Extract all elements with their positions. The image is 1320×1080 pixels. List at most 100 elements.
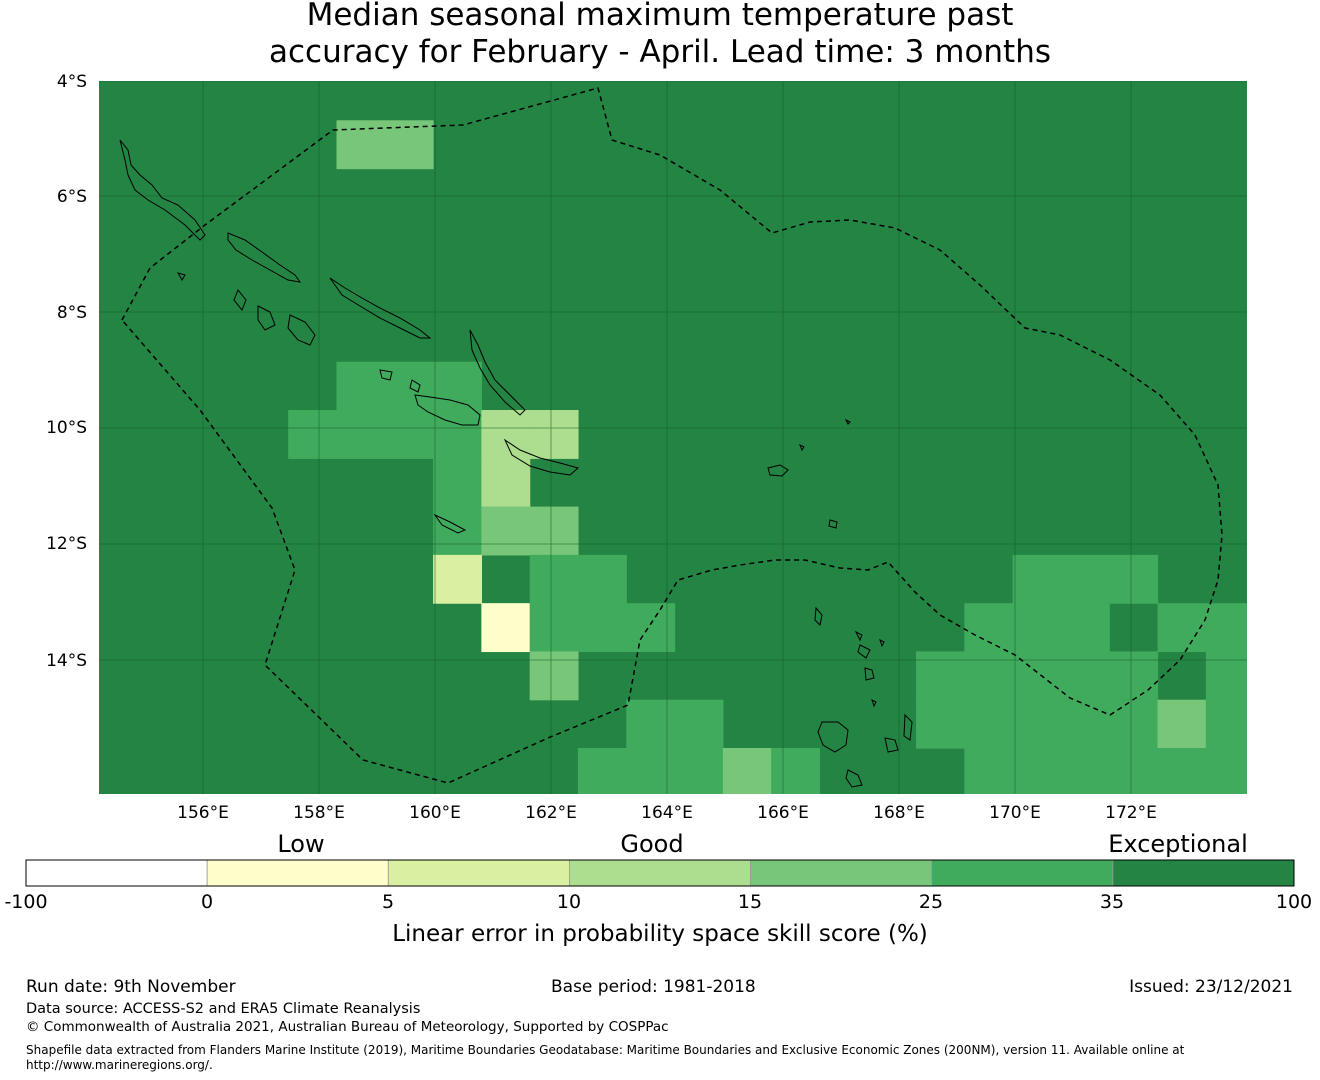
erromango-island (884, 737, 899, 753)
treasury-islands (233, 289, 247, 311)
grid-cell (964, 651, 1014, 701)
grid-cell (529, 410, 579, 459)
colorbar-frame (25, 859, 1295, 887)
colorbar-axis-label: Linear error in probability space skill … (392, 921, 928, 947)
grid-cell (1060, 651, 1110, 701)
grid-cell (1109, 699, 1159, 749)
shapefile-credit-line-1: Shapefile data extracted from Flanders M… (26, 1043, 1185, 1057)
colorbar-tick-label: 25 (919, 891, 943, 913)
grid-cell (626, 603, 676, 653)
ontong-java-atoll (799, 443, 805, 452)
grid-cell (433, 506, 482, 556)
map-title-line-1: Median seasonal maximum temperature past (306, 0, 1014, 33)
ambae-island (857, 644, 871, 659)
russell-islands (409, 379, 421, 393)
lon-tick-label: 168°E (873, 803, 925, 823)
gaua-island (854, 630, 863, 642)
grid-cell (1060, 748, 1110, 794)
grid-cell (626, 748, 676, 794)
map-title-line-2: accuracy for February - April. Lead time… (268, 34, 1052, 70)
colorbar-segment (569, 859, 751, 887)
grid-cell (481, 506, 531, 556)
map-figure: 4°S 6°S 8°S 10°S 12°S 14°S 156°E 158°E 1… (4, 72, 1312, 947)
grid-cell (1157, 603, 1207, 653)
lon-tick-label: 166°E (757, 803, 809, 823)
colorbar-segment (387, 859, 570, 887)
grid-cell (384, 120, 434, 170)
grid-cell (529, 554, 579, 604)
lon-tick-label: 156°E (177, 803, 229, 823)
espiritu-santo-island (817, 721, 849, 753)
lon-axis: 156°E 158°E 160°E 162°E 164°E 166°E 168°… (177, 803, 1157, 823)
grid-cell (916, 699, 965, 749)
santa-cruz-island (767, 464, 789, 477)
legend-label-low: Low (277, 830, 324, 858)
vanua-lava-island (814, 606, 823, 627)
grid-cell (1012, 603, 1062, 653)
grid-cell (577, 603, 627, 653)
lat-tick-label: 14°S (46, 651, 87, 671)
grid-cell (1157, 748, 1207, 794)
lat-tick-label: 4°S (57, 72, 87, 92)
grid-cell (1012, 748, 1062, 794)
colorbar-tick-label: -100 (4, 891, 47, 913)
graticule (99, 81, 1247, 794)
lon-tick-label: 158°E (293, 803, 345, 823)
grid-cell (433, 361, 482, 411)
grid-cell (481, 603, 531, 653)
grid-cell (336, 410, 386, 459)
lat-axis: 4°S 6°S 8°S 10°S 12°S 14°S (46, 72, 87, 671)
lon-tick-label: 162°E (525, 803, 577, 823)
colorbar-tick-label: 10 (557, 891, 581, 913)
lat-tick-label: 10°S (46, 418, 87, 438)
data-source: Data source: ACCESS-S2 and ERA5 Climate … (26, 1001, 421, 1017)
grid-cell (529, 651, 579, 701)
grid-cell (1157, 699, 1207, 749)
grid-cell (1061, 796, 1110, 845)
new-georgia-group (287, 314, 316, 346)
grid-cell (1109, 554, 1159, 604)
colorbar-tick-label: 35 (1100, 891, 1124, 913)
grid-cell (916, 651, 965, 701)
makira-island (503, 438, 580, 476)
grid-cell (1205, 699, 1247, 749)
grid-cell (384, 410, 434, 459)
grid-cell (1205, 651, 1247, 701)
grid-cell (771, 748, 821, 794)
grid-cell (1060, 603, 1110, 653)
colorbar-tick-label: 0 (201, 891, 213, 913)
choiseul-island (227, 232, 302, 283)
grid-cell (674, 699, 724, 749)
grid-cell (481, 458, 531, 508)
grid-cell (674, 748, 724, 794)
grid-cell (433, 458, 482, 508)
grid-cell (529, 603, 579, 653)
grid-cell (1060, 699, 1110, 749)
malakula-island (864, 667, 875, 681)
bougainville-island (119, 139, 206, 241)
grid-cell (433, 554, 482, 604)
grid-cell (1205, 748, 1247, 794)
copyright: © Commonwealth of Australia 2021, Austra… (26, 1019, 669, 1035)
lon-tick-label: 160°E (409, 803, 461, 823)
guadalcanal-island (414, 394, 481, 426)
grid-cell (577, 748, 627, 794)
lon-tick-label: 170°E (989, 803, 1041, 823)
coastlines (119, 139, 913, 788)
nggela-islands (379, 369, 393, 381)
legend-label-exceptional: Exceptional (1108, 830, 1248, 858)
colorbar-tick-label: 100 (1276, 891, 1312, 913)
tanna-island (903, 713, 913, 741)
colorbar-tick-label: 15 (738, 891, 762, 913)
colorbar-segment (206, 859, 389, 887)
grid-cell (964, 603, 1014, 653)
eez-boundaries (121, 87, 1223, 784)
colorbar-tick-label: 5 (382, 891, 394, 913)
santa-isabel-island (329, 277, 432, 339)
colorbar-ticks: -100 0 5 10 15 25 35 100 (4, 891, 1312, 913)
grid-cell (1012, 699, 1062, 749)
legend-category-labels: Low Good Exceptional (277, 830, 1247, 858)
malaita-island (469, 329, 526, 416)
lat-tick-label: 12°S (46, 534, 87, 554)
colorbar-segment (25, 859, 208, 887)
